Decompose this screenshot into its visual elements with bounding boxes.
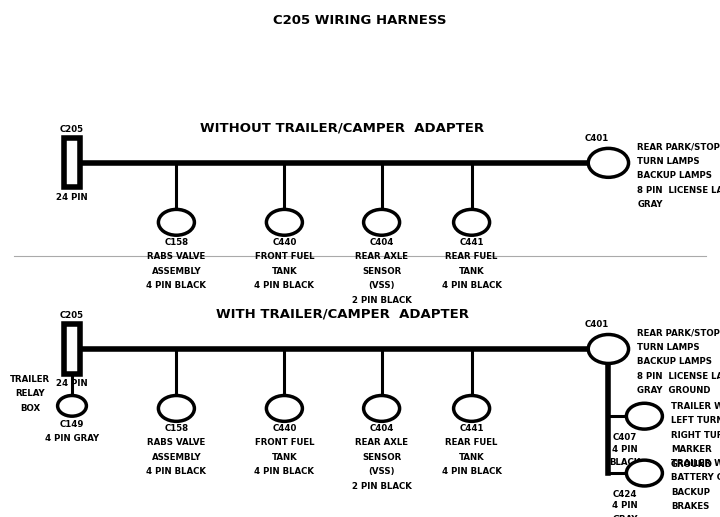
Text: REAR PARK/STOP: REAR PARK/STOP: [637, 142, 720, 151]
Text: TANK: TANK: [459, 267, 485, 276]
Text: FRONT FUEL: FRONT FUEL: [255, 438, 314, 447]
Text: BACKUP LAMPS: BACKUP LAMPS: [637, 357, 712, 366]
Text: BATTERY CHARGE: BATTERY CHARGE: [671, 473, 720, 482]
Text: C407: C407: [613, 433, 637, 442]
Circle shape: [626, 403, 662, 429]
Text: REAR AXLE: REAR AXLE: [355, 438, 408, 447]
Text: GRAY: GRAY: [637, 200, 662, 209]
Text: 24 PIN: 24 PIN: [56, 192, 88, 202]
Text: 4 PIN: 4 PIN: [612, 445, 638, 453]
Text: REAR FUEL: REAR FUEL: [446, 252, 498, 261]
Text: 4 PIN: 4 PIN: [612, 501, 638, 510]
Text: C440: C440: [272, 238, 297, 247]
Text: 4 PIN BLACK: 4 PIN BLACK: [441, 281, 502, 290]
Text: C404: C404: [369, 424, 394, 433]
Circle shape: [58, 396, 86, 416]
Circle shape: [588, 148, 629, 177]
Text: C441: C441: [459, 424, 484, 433]
Text: GRAY: GRAY: [612, 515, 638, 517]
Circle shape: [158, 396, 194, 421]
Text: TRAILER WIRES: TRAILER WIRES: [671, 402, 720, 410]
Text: TURN LAMPS: TURN LAMPS: [637, 343, 700, 352]
Circle shape: [364, 209, 400, 235]
Text: C205: C205: [60, 125, 84, 134]
Circle shape: [626, 460, 662, 486]
Circle shape: [266, 396, 302, 421]
Text: ASSEMBLY: ASSEMBLY: [152, 267, 201, 276]
Text: C205 WIRING HARNESS: C205 WIRING HARNESS: [274, 14, 446, 27]
Text: GROUND: GROUND: [671, 460, 713, 468]
Text: TANK: TANK: [459, 453, 485, 462]
Text: BACKUP: BACKUP: [671, 488, 710, 496]
Text: C158: C158: [164, 238, 189, 247]
Text: MARKER: MARKER: [671, 445, 712, 454]
Text: 8 PIN  LICENSE LAMPS: 8 PIN LICENSE LAMPS: [637, 186, 720, 194]
Text: GRAY  GROUND: GRAY GROUND: [637, 386, 711, 395]
Text: 2 PIN BLACK: 2 PIN BLACK: [351, 296, 412, 305]
Circle shape: [454, 396, 490, 421]
Text: C149: C149: [60, 420, 84, 429]
Text: BRAKES: BRAKES: [671, 502, 709, 511]
Text: C401: C401: [585, 321, 609, 329]
Text: 4 PIN BLACK: 4 PIN BLACK: [146, 281, 207, 290]
Text: C205: C205: [60, 311, 84, 320]
Circle shape: [588, 334, 629, 363]
Text: C401: C401: [585, 134, 609, 143]
Text: 4 PIN BLACK: 4 PIN BLACK: [146, 467, 207, 476]
Text: ASSEMBLY: ASSEMBLY: [152, 453, 201, 462]
Text: REAR FUEL: REAR FUEL: [446, 438, 498, 447]
Text: WITHOUT TRAILER/CAMPER  ADAPTER: WITHOUT TRAILER/CAMPER ADAPTER: [200, 121, 484, 134]
Text: BACKUP LAMPS: BACKUP LAMPS: [637, 171, 712, 180]
Text: (VSS): (VSS): [369, 467, 395, 476]
Text: TRAILER WIRES: TRAILER WIRES: [671, 459, 720, 467]
Text: 24 PIN: 24 PIN: [56, 378, 88, 388]
Text: 4 PIN BLACK: 4 PIN BLACK: [441, 467, 502, 476]
Bar: [64, 138, 80, 187]
Text: C441: C441: [459, 238, 484, 247]
Text: C404: C404: [369, 238, 394, 247]
Text: RIGHT TURN: RIGHT TURN: [671, 431, 720, 439]
Text: TURN LAMPS: TURN LAMPS: [637, 157, 700, 165]
Text: REAR PARK/STOP: REAR PARK/STOP: [637, 328, 720, 337]
Text: 4 PIN GRAY: 4 PIN GRAY: [45, 434, 99, 443]
Text: 4 PIN BLACK: 4 PIN BLACK: [254, 281, 315, 290]
Text: SENSOR: SENSOR: [362, 453, 401, 462]
Text: (VSS): (VSS): [369, 281, 395, 290]
Text: RABS VALVE: RABS VALVE: [148, 252, 205, 261]
Text: C158: C158: [164, 424, 189, 433]
Text: WITH TRAILER/CAMPER  ADAPTER: WITH TRAILER/CAMPER ADAPTER: [215, 307, 469, 321]
Text: 2 PIN BLACK: 2 PIN BLACK: [351, 482, 412, 491]
Text: REAR AXLE: REAR AXLE: [355, 252, 408, 261]
Text: BOX: BOX: [20, 404, 40, 413]
Circle shape: [158, 209, 194, 235]
Text: C440: C440: [272, 424, 297, 433]
Text: TRAILER: TRAILER: [10, 375, 50, 384]
Circle shape: [266, 209, 302, 235]
Text: RABS VALVE: RABS VALVE: [148, 438, 205, 447]
Circle shape: [454, 209, 490, 235]
Text: FRONT FUEL: FRONT FUEL: [255, 252, 314, 261]
Circle shape: [364, 396, 400, 421]
Text: LEFT TURN: LEFT TURN: [671, 416, 720, 425]
Text: C424: C424: [613, 490, 637, 499]
Text: SENSOR: SENSOR: [362, 267, 401, 276]
Text: BLACK: BLACK: [609, 458, 641, 467]
Text: 8 PIN  LICENSE LAMPS: 8 PIN LICENSE LAMPS: [637, 372, 720, 381]
Text: TANK: TANK: [271, 453, 297, 462]
Bar: [64, 325, 80, 373]
Text: 4 PIN BLACK: 4 PIN BLACK: [254, 467, 315, 476]
Text: TANK: TANK: [271, 267, 297, 276]
Text: RELAY: RELAY: [15, 389, 45, 398]
